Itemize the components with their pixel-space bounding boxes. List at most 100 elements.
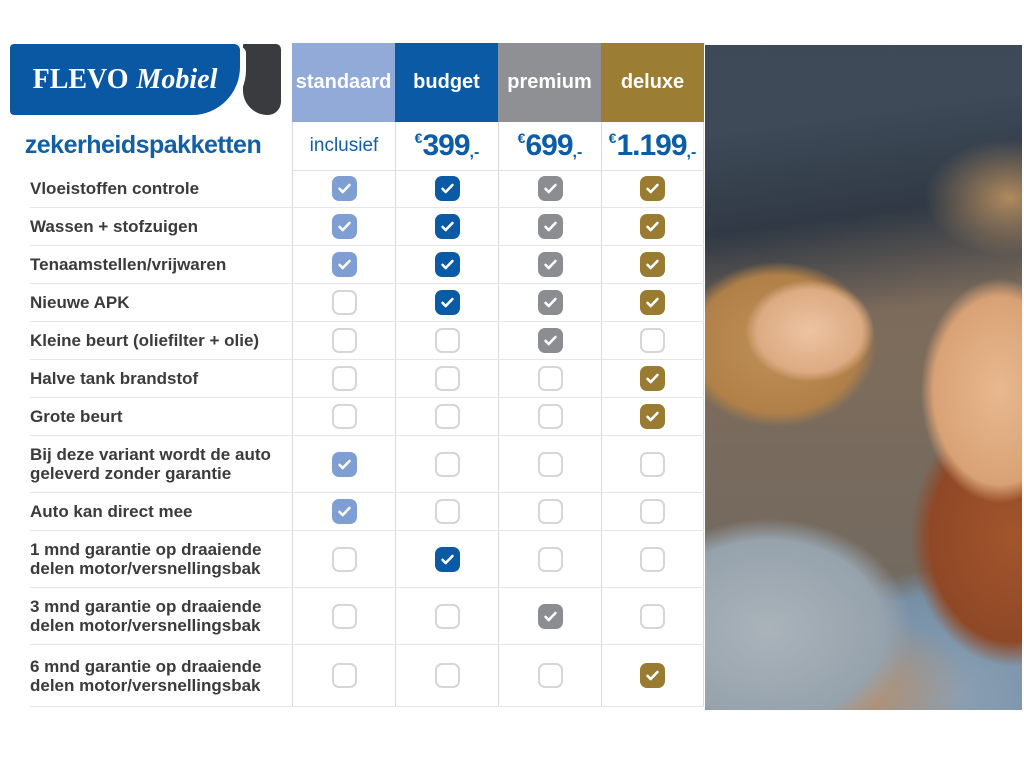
checked-checkbox-deluxe[interactable] (640, 252, 665, 277)
check-icon (440, 297, 454, 308)
feature-label: Kleine beurt (oliefilter + olie) (30, 331, 260, 350)
unchecked-checkbox-budget[interactable] (434, 328, 460, 353)
checked-checkbox-premium[interactable] (537, 252, 563, 277)
table-row: 6 mnd garantie op draaiende delen motor/… (30, 645, 704, 707)
checked-checkbox-deluxe[interactable] (640, 290, 665, 315)
unchecked-checkbox-standaard[interactable] (331, 290, 357, 315)
feature-cell-deluxe (601, 322, 704, 359)
checked-checkbox-deluxe[interactable] (640, 366, 665, 391)
feature-cell-premium (498, 170, 601, 207)
checked-checkbox-standaard[interactable] (331, 499, 357, 524)
price-amount: 399 (422, 129, 470, 162)
feature-cell-budget (395, 436, 498, 492)
feature-cell-deluxe (601, 645, 704, 706)
table-row: Wassen + stofzuigen (30, 208, 704, 246)
table-row: 1 mnd garantie op draaiende delen motor/… (30, 531, 704, 588)
checked-checkbox-deluxe[interactable] (640, 663, 665, 688)
unchecked-checkbox-deluxe[interactable] (640, 499, 665, 524)
checked-checkbox-standaard[interactable] (331, 252, 357, 277)
check-icon (440, 554, 454, 564)
unchecked-checkbox-premium[interactable] (537, 404, 563, 429)
checked-checkbox-standaard[interactable] (331, 176, 357, 201)
unchecked-checkbox-budget[interactable] (434, 366, 460, 391)
checked-checkbox-standaard[interactable] (331, 214, 357, 239)
unchecked-checkbox-standaard[interactable] (331, 603, 357, 629)
check-icon (543, 297, 557, 308)
checked-checkbox-premium[interactable] (537, 328, 563, 353)
feature-cell-deluxe (601, 208, 704, 245)
unchecked-checkbox-premium[interactable] (537, 546, 563, 572)
price-suffix: ,- (469, 144, 480, 161)
check-icon (337, 259, 351, 270)
checked-checkbox-premium[interactable] (537, 603, 563, 629)
checked-checkbox-budget[interactable] (434, 546, 460, 572)
feature-cell-premium (498, 208, 601, 245)
currency-symbol: € (414, 130, 423, 146)
check-icon (646, 183, 659, 194)
checked-checkbox-deluxe[interactable] (640, 214, 665, 239)
package-header-row: standaard budget premium deluxe (292, 43, 704, 122)
check-icon (337, 183, 351, 194)
feature-label: Vloeistoffen controle (30, 179, 200, 198)
unchecked-checkbox-premium[interactable] (537, 451, 563, 477)
feature-cell-budget (395, 284, 498, 321)
feature-label: Nieuwe APK (30, 293, 130, 312)
unchecked-checkbox-deluxe[interactable] (640, 546, 665, 572)
unchecked-checkbox-standaard[interactable] (331, 366, 357, 391)
unchecked-checkbox-budget[interactable] (434, 499, 460, 524)
check-icon (543, 183, 557, 194)
unchecked-checkbox-budget[interactable] (434, 663, 460, 688)
check-icon (337, 459, 351, 469)
feature-cell-premium (498, 493, 601, 530)
feature-cell-premium (498, 284, 601, 321)
check-icon (646, 373, 659, 384)
price-label: inclusief (309, 135, 379, 156)
checked-checkbox-budget[interactable] (434, 214, 460, 239)
unchecked-checkbox-premium[interactable] (537, 366, 563, 391)
checked-checkbox-deluxe[interactable] (640, 176, 665, 201)
feature-cell-premium (498, 398, 601, 435)
unchecked-checkbox-deluxe[interactable] (640, 328, 665, 353)
unchecked-checkbox-deluxe[interactable] (640, 603, 665, 629)
feature-cell-standaard (292, 170, 395, 207)
unchecked-checkbox-budget[interactable] (434, 603, 460, 629)
logo-badge: FLEVO Mobiel (10, 44, 240, 115)
currency-symbol: € (517, 130, 526, 146)
table-row: 3 mnd garantie op draaiende delen motor/… (30, 588, 704, 645)
unchecked-checkbox-standaard[interactable] (331, 663, 357, 688)
check-icon (543, 259, 557, 270)
feature-label: Tenaamstellen/vrijwaren (30, 255, 227, 274)
checked-checkbox-standaard[interactable] (331, 451, 357, 477)
package-header-standaard: standaard (292, 43, 395, 122)
unchecked-checkbox-standaard[interactable] (331, 546, 357, 572)
feature-cell-budget (395, 531, 498, 587)
unchecked-checkbox-budget[interactable] (434, 404, 460, 429)
checked-checkbox-premium[interactable] (537, 176, 563, 201)
price-cell-premium: €699 ,- (498, 122, 601, 170)
unchecked-checkbox-premium[interactable] (537, 663, 563, 688)
unchecked-checkbox-budget[interactable] (434, 451, 460, 477)
unchecked-checkbox-standaard[interactable] (331, 328, 357, 353)
unchecked-checkbox-deluxe[interactable] (640, 451, 665, 477)
unchecked-checkbox-premium[interactable] (537, 499, 563, 524)
checked-checkbox-deluxe[interactable] (640, 404, 665, 429)
feature-cell-standaard (292, 645, 395, 706)
checked-checkbox-premium[interactable] (537, 214, 563, 239)
price-row: inclusief €399 ,- €699 ,- €1.199 ,- (292, 122, 704, 171)
checked-checkbox-budget[interactable] (434, 290, 460, 315)
checked-checkbox-premium[interactable] (537, 290, 563, 315)
feature-label: 1 mnd garantie op draaiende delen motor/… (30, 540, 262, 578)
unchecked-checkbox-standaard[interactable] (331, 404, 357, 429)
logo-swoosh (243, 44, 281, 115)
checked-checkbox-budget[interactable] (434, 252, 460, 277)
flevo-mobiel-logo: FLEVO Mobiel (10, 44, 285, 116)
feature-cell-budget (395, 493, 498, 530)
package-header-budget: budget (395, 43, 498, 122)
checked-checkbox-budget[interactable] (434, 176, 460, 201)
table-row: Kleine beurt (oliefilter + olie) (30, 322, 704, 360)
check-icon (543, 221, 557, 232)
feature-cell-premium (498, 531, 601, 587)
feature-cell-budget (395, 645, 498, 706)
price-suffix: ,- (572, 144, 583, 161)
